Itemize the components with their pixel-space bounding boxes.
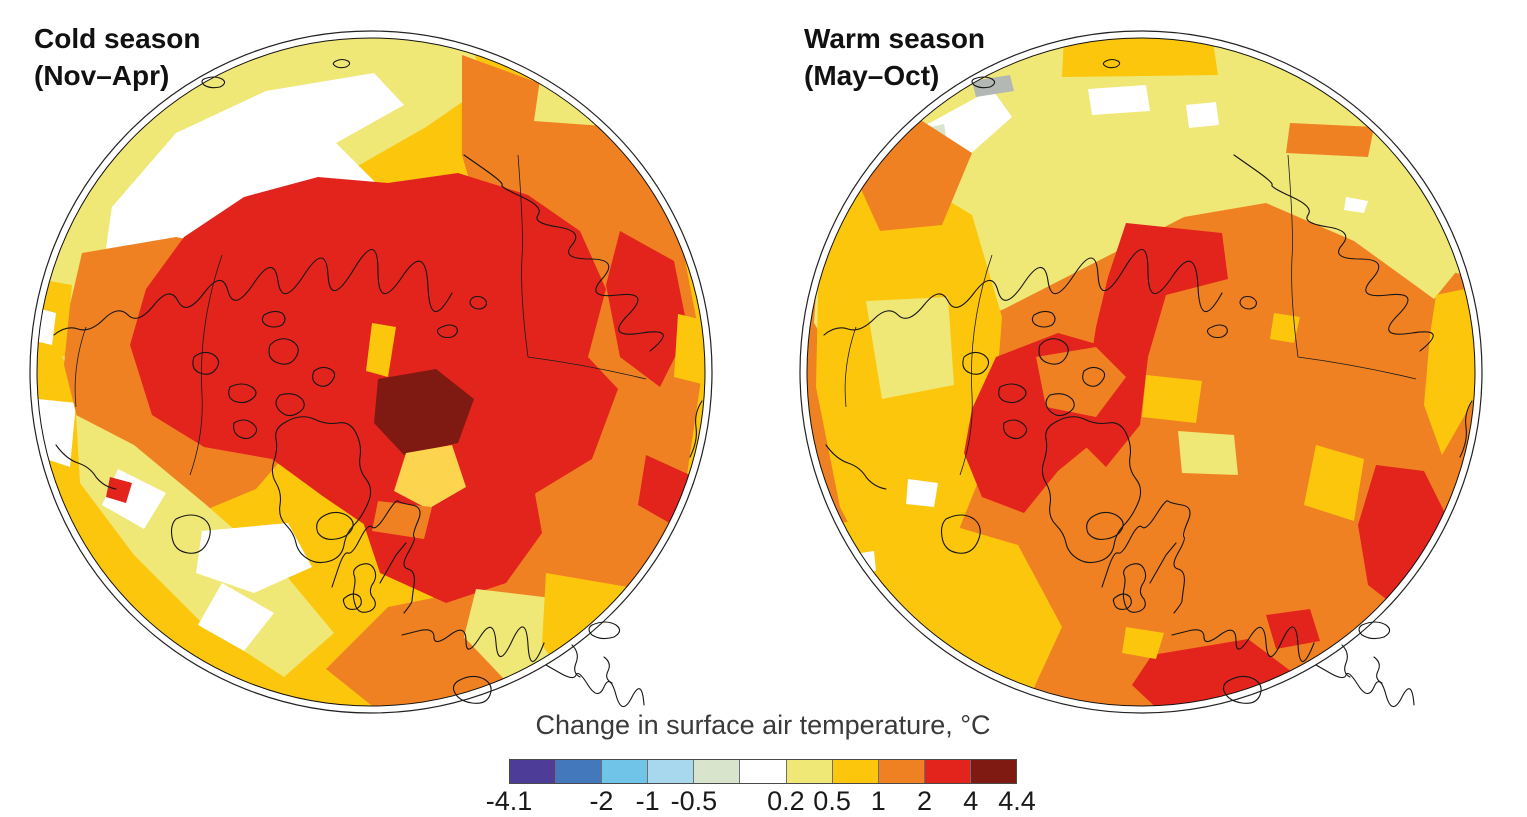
colorbar-segment (832, 760, 879, 783)
cold-data-boundary (36, 37, 706, 707)
warm-yellow-near-pole (1142, 375, 1202, 423)
cold-red-east-siberia (606, 231, 688, 387)
warm-gray-islet (972, 75, 1014, 97)
colorbar-label: Change in surface air temperature, °C (535, 710, 991, 740)
colorbar-tick-label: -1 (635, 786, 660, 816)
colorbar-segment (786, 760, 833, 783)
colorbar-segments (509, 759, 1017, 784)
warm-anomaly-patches (807, 38, 1475, 706)
warm-orange-in-archipelago (1036, 347, 1126, 417)
cold-white-left-sliver (38, 399, 76, 467)
warm-data-boundary (806, 37, 1476, 707)
warm-white-left-1 (906, 479, 938, 507)
warm-pale-centerright (1178, 431, 1238, 475)
colorbar-segment (970, 760, 1017, 783)
warm-pale-left-patch (866, 297, 954, 399)
colorbar-tick-label: 2 (917, 786, 933, 816)
cold-darkred-pole-cell (374, 369, 474, 455)
warm-red-italy (1266, 609, 1320, 649)
cold-orange-below-scand (372, 501, 432, 539)
warm-title-line1: Warm season (804, 23, 986, 54)
colorbar-tick-label: -2 (589, 786, 614, 816)
warm-season-map (799, 30, 1483, 714)
warm-title-line2: (May–Oct) (804, 60, 940, 91)
warm-gold-top-center (1062, 38, 1218, 77)
cold-gold-norwegian-sea (394, 445, 466, 509)
cold-title-line1: Cold season (34, 23, 201, 54)
colorbar-segment (740, 760, 787, 783)
warm-yellow-central-bit (1270, 313, 1300, 343)
colorbar-segment (510, 760, 557, 783)
cold-red-labrador-dot (106, 477, 132, 503)
cold-anomaly-patches (37, 38, 705, 706)
warm-yellow-before-caspian (1304, 445, 1364, 521)
cold-white-left-edge (37, 305, 56, 345)
colorbar-tick-label: 4 (963, 786, 979, 816)
colorbar-segment (694, 760, 741, 783)
warm-yellow-iberia (1122, 627, 1164, 659)
cold-white-north-sea (196, 523, 312, 593)
cold-map-title: Cold season (Nov–Apr) (34, 20, 200, 94)
colorbar-tick-label: 0.2 (767, 786, 805, 816)
colorbar-segment (556, 760, 603, 783)
colorbar-segment (602, 760, 649, 783)
colorbar-tick-label: -0.5 (670, 786, 718, 816)
colorbar-segment (924, 760, 971, 783)
colorbar-tick-label: -4.1 (485, 786, 533, 816)
warm-white-top-1 (1088, 85, 1150, 115)
colorbar-tick-label: 4.4 (998, 786, 1036, 816)
colorbar-ticks: -4.1 -2 -1 -0.5 0.2 0.5 1 2 4 4.4 (486, 786, 1036, 817)
cold-season-map (29, 30, 713, 714)
colorbar-segment (878, 760, 925, 783)
cold-yellow-wedge-in-red (366, 323, 396, 377)
warm-yellow-right-edge (1424, 285, 1475, 455)
colorbar-tick-label: 0.5 (813, 786, 851, 816)
cold-title-line2: (Nov–Apr) (34, 60, 170, 91)
warm-white-right-top (1344, 197, 1368, 213)
cold-gold-band-southeast (542, 573, 652, 705)
cold-orange-topright-patch (502, 145, 626, 209)
warm-orange-topright-patch (1286, 123, 1374, 157)
warm-map-title: Warm season (May–Oct) (804, 20, 985, 94)
colorbar-tick-label: 1 (870, 786, 886, 816)
cold-white-atlantic-2 (198, 583, 274, 651)
warm-white-top-2 (1186, 102, 1219, 128)
colorbar-segment (648, 760, 695, 783)
cold-yellow-right-edge (674, 314, 705, 387)
